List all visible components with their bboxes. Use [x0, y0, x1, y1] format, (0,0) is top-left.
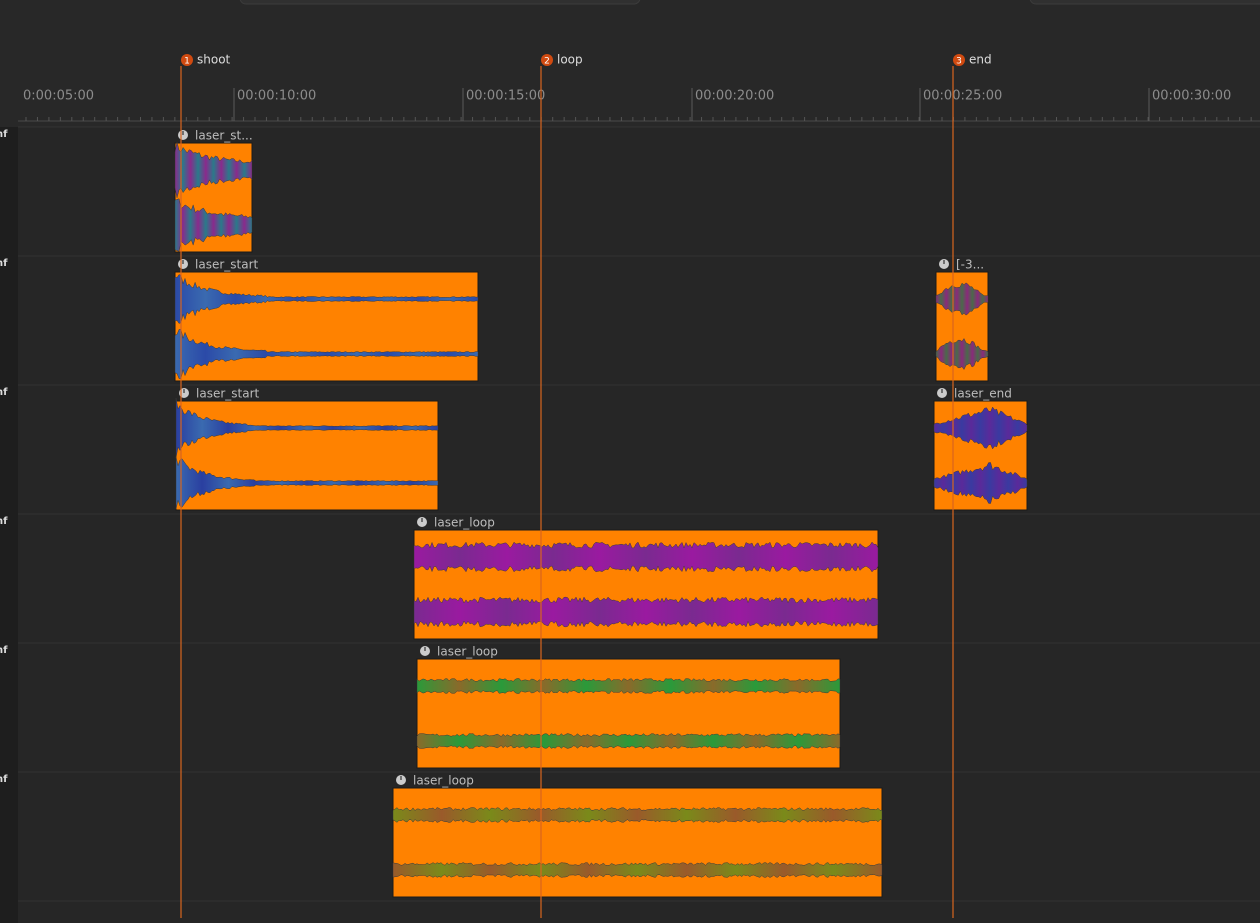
clip-label: laser_loop: [434, 516, 495, 530]
clip-body: [175, 400, 439, 511]
audio-clip[interactable]: laser_loop: [392, 774, 883, 898]
track-header-panel: [0, 127, 18, 923]
clip-label: laser_loop: [437, 645, 498, 659]
top-tab: [1029, 0, 1260, 5]
marker-number: 3: [956, 57, 962, 67]
waveform: [416, 733, 841, 749]
audio-clip[interactable]: laser_start: [174, 258, 479, 382]
marker-number: 1: [184, 57, 190, 67]
timecode: 00:00:15:00: [466, 89, 545, 104]
clip-label: laser_st...: [195, 129, 253, 143]
audio-clip[interactable]: laser_loop: [413, 516, 879, 640]
clip-label: laser_start: [195, 258, 259, 272]
audio-clip[interactable]: laser_loop: [416, 645, 841, 769]
track-level: nf: [0, 645, 8, 656]
track-level: nf: [0, 387, 8, 398]
audio-clip[interactable]: laser_start: [175, 387, 439, 511]
clip-body: [174, 271, 479, 382]
clip-body: [416, 658, 841, 769]
clip-label: laser_loop: [413, 774, 474, 788]
marker-badge[interactable]: [953, 54, 965, 66]
clip-label: laser_start: [196, 387, 260, 401]
marker-label: end: [969, 53, 992, 67]
timecode: 00:00:30:00: [1152, 89, 1231, 104]
timecode: 00:00:25:00: [923, 89, 1002, 104]
waveform: [933, 462, 1028, 504]
waveform: [935, 338, 989, 370]
waveform: [413, 596, 879, 628]
marker-number: 2: [544, 57, 550, 67]
waveform: [935, 282, 989, 316]
marker-label: shoot: [197, 53, 231, 67]
timecode: 00:00:20:00: [695, 89, 774, 104]
track-level: nf: [0, 129, 8, 140]
waveform: [174, 274, 479, 324]
marker-badge[interactable]: [181, 54, 193, 66]
track-level: nf: [0, 516, 8, 527]
waveform: [175, 398, 439, 458]
waveform: [392, 807, 883, 823]
waveform: [175, 456, 439, 510]
waveform: [174, 198, 253, 252]
audio-clip[interactable]: laser_end: [933, 387, 1028, 511]
audio-clip[interactable]: laser_st...: [174, 129, 253, 253]
waveform: [416, 678, 841, 694]
waveform: [174, 328, 479, 380]
marker-badge[interactable]: [541, 54, 553, 66]
clip-label: laser_end: [954, 387, 1012, 401]
waveform: [933, 406, 1028, 450]
top-tab: [239, 0, 641, 5]
waveform: [413, 541, 879, 573]
clip-label: [-3...: [956, 258, 984, 272]
waveform: [392, 862, 883, 878]
track-level: nf: [0, 258, 8, 269]
clip-body: [392, 787, 883, 898]
timecode: 00:00:10:00: [237, 89, 316, 104]
timecode: 0:00:05:00: [23, 89, 94, 104]
marker-label: loop: [557, 53, 583, 67]
ruler-area: [0, 0, 1260, 127]
track-level: nf: [0, 774, 8, 785]
waveform: [174, 142, 253, 198]
audio-clip[interactable]: [-3...: [935, 258, 989, 382]
